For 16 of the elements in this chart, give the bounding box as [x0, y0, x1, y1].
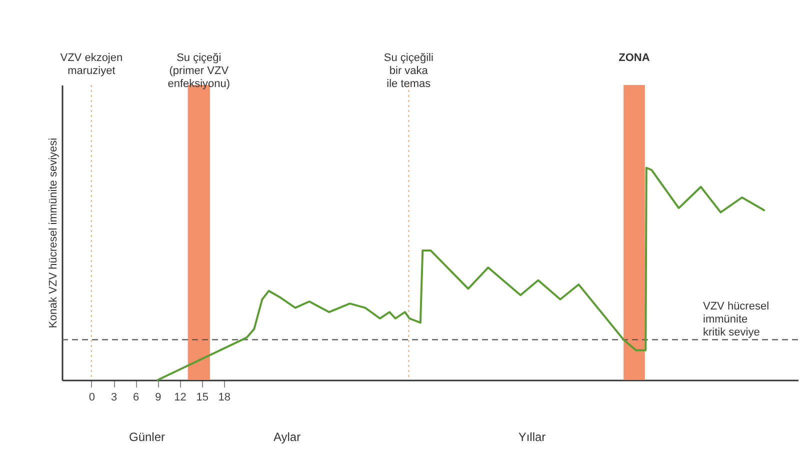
x-tick-label: 6	[133, 392, 140, 404]
ref-line-label: VZV hücresel immünite kritik seviye	[703, 300, 770, 339]
x-tick-label: 9	[155, 392, 162, 404]
x-tick-label: 18	[218, 392, 231, 404]
ref-line-label: Su çiçeğili bir vaka ile temas	[384, 52, 434, 90]
x-tick-label: 3	[110, 392, 118, 404]
text: Yıllar	[518, 430, 546, 444]
y-axis-title: Konak VZV hücresel immünite seviyesi	[48, 138, 60, 328]
text: Günler	[128, 430, 166, 444]
text: Aylar	[273, 430, 301, 444]
ref-line-label: VZV ekzojen maruziyet	[60, 52, 123, 77]
band-label: Su çiçeği (primer VZV enfeksiyonu)	[168, 52, 230, 90]
x-tick-label: 0	[88, 392, 96, 404]
x-tick-label: 12	[174, 392, 186, 404]
x-tick-label: 15	[196, 392, 208, 404]
band-label: ZONA	[618, 52, 650, 64]
